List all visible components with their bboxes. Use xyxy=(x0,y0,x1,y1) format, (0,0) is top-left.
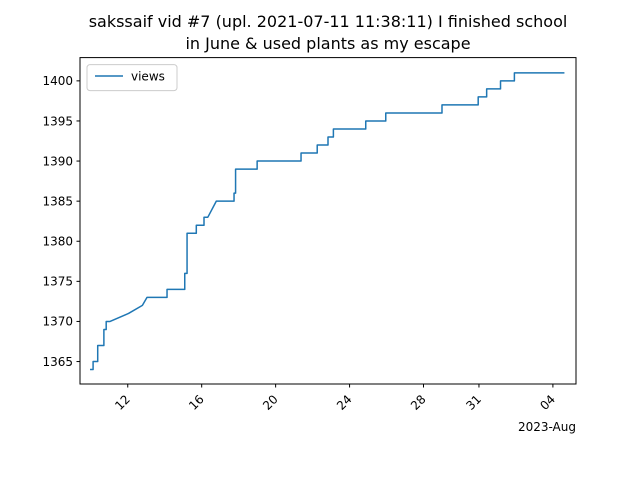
y-tick-label: 1395 xyxy=(42,114,73,128)
y-axis-ticks: 1365 1370 1375 1380 1385 1390 1395 1400 xyxy=(42,74,80,369)
y-tick-label: 1390 xyxy=(42,154,73,168)
y-tick-label: 1375 xyxy=(42,275,73,289)
x-axis-ticks: 12 16 20 24 28 31 04 xyxy=(112,384,558,413)
chart-title-line-2: in June & used plants as my escape xyxy=(185,34,470,53)
y-tick-label: 1400 xyxy=(42,74,73,88)
y-tick-label: 1385 xyxy=(42,194,73,208)
chart-title-line-1: sakssaif vid #7 (upl. 2021-07-11 11:38:1… xyxy=(89,12,568,31)
legend-label-views: views xyxy=(131,70,165,84)
legend: views xyxy=(86,64,178,92)
y-tick-label: 1380 xyxy=(42,235,73,249)
series-line-views xyxy=(90,72,565,371)
plot-area xyxy=(90,72,565,371)
x-axis-offset-label: 2023-Aug xyxy=(518,420,576,434)
legend-box xyxy=(86,64,178,92)
axes-frame xyxy=(79,57,577,385)
y-tick-label: 1365 xyxy=(42,355,73,369)
y-tick-label: 1370 xyxy=(42,315,73,329)
